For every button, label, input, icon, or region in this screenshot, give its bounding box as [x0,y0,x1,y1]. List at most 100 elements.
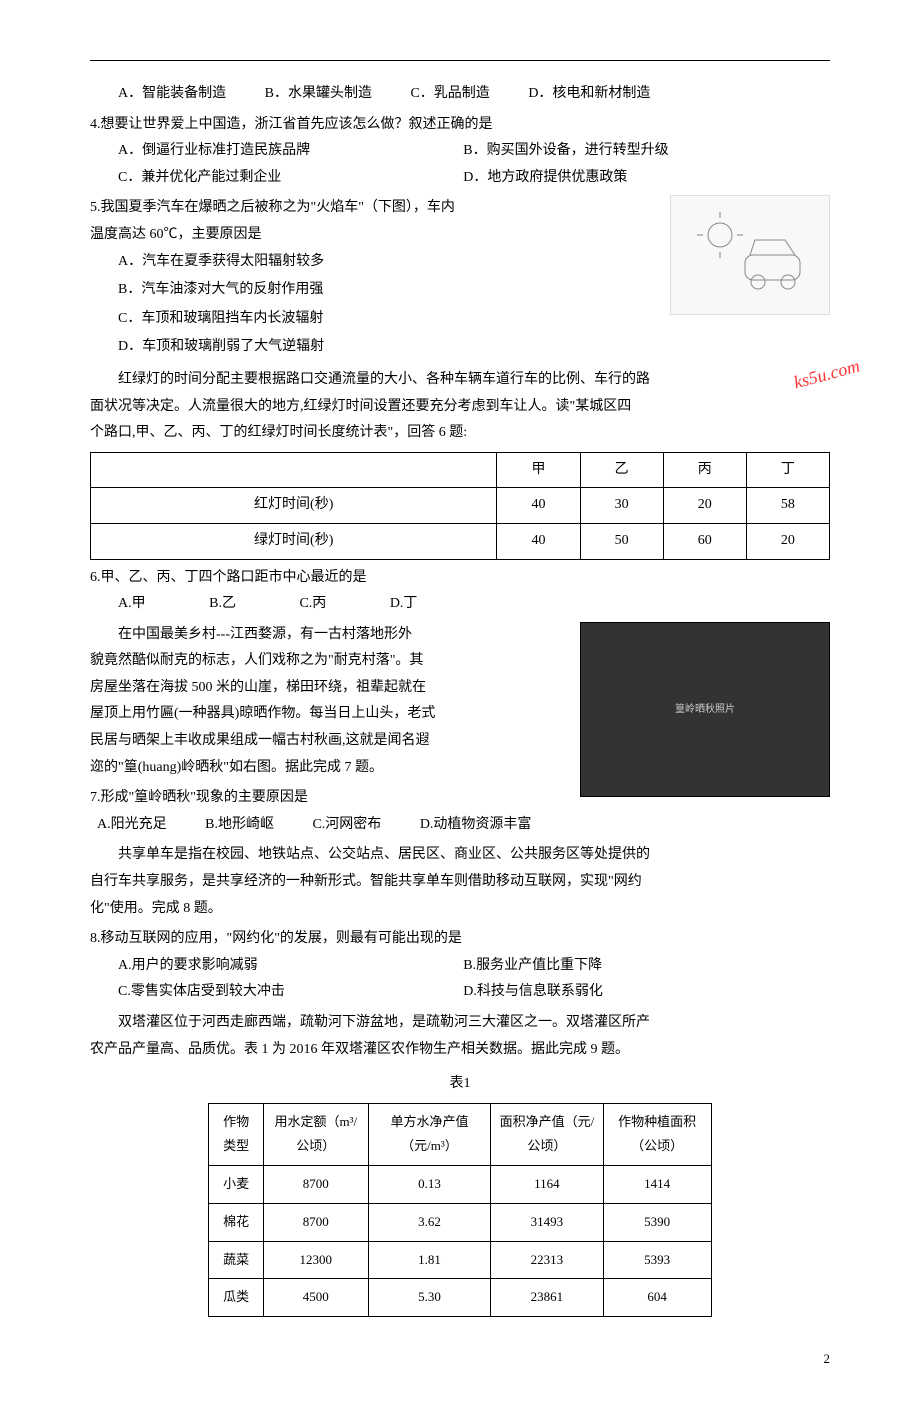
cell: 23861 [491,1279,604,1317]
cell: 40 [497,488,580,524]
table-row: 棉花 8700 3.62 31493 5390 [209,1203,711,1241]
traffic-l2: 面状况等决定。人流量很大的地方,红绿灯时间设置还要充分考虑到车让人。读"某城区四 [90,394,830,421]
irrig-passage: 双塔灌区位于河西走廊西端，疏勒河下游盆地，是疏勒河三大灌区之一。双塔灌区所产 农… [90,1010,830,1063]
cell: 1164 [491,1166,604,1204]
q8-a: A.用户的要求影响减弱 [118,953,460,980]
q5: 5.我国夏季汽车在爆晒之后被称之为"火焰车"（下图），车内 温度高达 60℃，主… [90,195,830,363]
q4-d: D．地方政府提供优惠政策 [463,165,805,192]
cell: 1.81 [368,1241,490,1279]
cell: 瓜类 [209,1279,263,1317]
q6: 6.甲、乙、丙、丁四个路口距市中心最近的是 A.甲 B.乙 C.丙 D.丁 [90,565,830,618]
table-row: 小麦 8700 0.13 1164 1414 [209,1166,711,1204]
q4-stem: 4.想要让世界爱上中国造，浙江省首先应该怎么做？叙述正确的是 [90,112,830,139]
q4-a: A．倒逼行业标准打造民族品牌 [118,138,460,165]
q4-options: A．倒逼行业标准打造民族品牌 B．购买国外设备，进行转型升级 [90,138,830,165]
cell: 50 [580,523,663,559]
q8-options: A.用户的要求影响减弱 B.服务业产值比重下降 [90,953,830,980]
q6-c: C.丙 [299,591,326,618]
q6-a: A.甲 [118,591,146,618]
q8-d: D.科技与信息联系弱化 [463,979,805,1006]
th-unit: 单方水净产值（元/m³） [368,1103,490,1165]
cell: 22313 [491,1241,604,1279]
bike-l2: 自行车共享服务，是共享经济的一种新形式。智能共享单车则借助移动互联网，实现"网约 [90,869,830,896]
cell: 棉花 [209,1203,263,1241]
th-ding: 丁 [746,452,829,488]
th-blank [91,452,497,488]
th-water: 用水定额（m³/公顷） [263,1103,368,1165]
red-label: 红灯时间(秒) [91,488,497,524]
cell: 60 [663,523,746,559]
crops-caption: 表1 [90,1071,830,1098]
q7-a: A.阳光充足 [97,812,167,839]
cell: 5.30 [368,1279,490,1317]
cell: 20 [663,488,746,524]
bike-l1: 共享单车是指在校园、地铁站点、公交站点、居民区、商业区、公共服务区等处提供的 [90,842,830,869]
cell: 蔬菜 [209,1241,263,1279]
q4-b: B．购买国外设备，进行转型升级 [463,138,805,165]
q6-b: B.乙 [209,591,236,618]
cell: 58 [746,488,829,524]
q4-options2: C．兼并优化产能过剩企业 D．地方政府提供优惠政策 [90,165,830,192]
crops-table: 作物类型 用水定额（m³/公顷） 单方水净产值（元/m³） 面积净产值（元/公顷… [208,1103,711,1317]
q5-d: D．车顶和玻璃削弱了大气逆辐射 [118,334,830,361]
th-area: 作物种植面积（公顷） [603,1103,711,1165]
traffic-l1: 红绿灯的时间分配主要根据路口交通流量的大小、各种车辆车道行车的比例、车行的路 [90,367,830,394]
q7-d: D.动植物资源丰富 [420,812,532,839]
opt-b: B．水果罐头制造 [265,81,372,108]
q6-d: D.丁 [390,591,418,618]
bike-l3: 化"使用。完成 8 题。 [90,896,830,923]
cell: 5390 [603,1203,711,1241]
th-bing: 丙 [663,452,746,488]
table-row: 绿灯时间(秒) 40 50 60 20 [91,523,830,559]
car-illustration [670,195,830,315]
cell: 8700 [263,1166,368,1204]
q8-options2: C.零售实体店受到较大冲击 D.科技与信息联系弱化 [90,979,830,1006]
table-row-header: 甲 乙 丙 丁 [91,452,830,488]
cell: 5393 [603,1241,711,1279]
q4-c: C．兼并优化产能过剩企业 [118,165,460,192]
table-row: 蔬菜 12300 1.81 22313 5393 [209,1241,711,1279]
opt-a: A．智能装备制造 [118,81,226,108]
q8-b: B.服务业产值比重下降 [463,953,805,980]
q6-stem: 6.甲、乙、丙、丁四个路口距市中心最近的是 [90,565,830,592]
bike-passage: 共享单车是指在校园、地铁站点、公交站点、居民区、商业区、公共服务区等处提供的 自… [90,842,830,922]
th-area-val: 面积净产值（元/公顷） [491,1103,604,1165]
cell: 小麦 [209,1166,263,1204]
q7-options: A.阳光充足 B.地形崎岖 C.河网密布 D.动植物资源丰富 [90,812,830,839]
cell: 0.13 [368,1166,490,1204]
irrig-l2: 农产品产量高、品质优。表 1 为 2016 年双塔灌区农作物生产相关数据。据此完… [90,1037,830,1064]
th-crop: 作物类型 [209,1103,263,1165]
green-label: 绿灯时间(秒) [91,523,497,559]
nike-passage: 篁岭晒秋照片 在中国最美乡村---江西婺源，有一古村落地形外 貌竟然酷似耐克的标… [90,622,830,782]
table-row-header: 作物类型 用水定额（m³/公顷） 单方水净产值（元/m³） 面积净产值（元/公顷… [209,1103,711,1165]
cell: 604 [603,1279,711,1317]
q7-c: C.河网密布 [312,812,381,839]
header-rule [90,60,830,61]
cell: 3.62 [368,1203,490,1241]
irrig-l1: 双塔灌区位于河西走廊西端，疏勒河下游盆地，是疏勒河三大灌区之一。双塔灌区所产 [90,1010,830,1037]
cell: 20 [746,523,829,559]
cell: 40 [497,523,580,559]
table-row: 瓜类 4500 5.30 23861 604 [209,1279,711,1317]
traffic-l3: 个路口,甲、乙、丙、丁的红绿灯时间长度统计表"，回答 6 题: [90,420,830,447]
q8: 8.移动互联网的应用，"网约化"的发展，则最有可能出现的是 A.用户的要求影响减… [90,926,830,1006]
opt-c: C．乳品制造 [410,81,489,108]
table-row: 红灯时间(秒) 40 30 20 58 [91,488,830,524]
q6-options: A.甲 B.乙 C.丙 D.丁 [90,591,830,618]
q8-c: C.零售实体店受到较大冲击 [118,979,460,1006]
traffic-table: 甲 乙 丙 丁 红灯时间(秒) 40 30 20 58 绿灯时间(秒) 40 5… [90,452,830,560]
cell: 31493 [491,1203,604,1241]
village-photo: 篁岭晒秋照片 [580,622,830,797]
cell: 12300 [263,1241,368,1279]
q7-b: B.地形崎岖 [205,812,274,839]
q8-stem: 8.移动互联网的应用，"网约化"的发展，则最有可能出现的是 [90,926,830,953]
car-sun-svg [690,210,810,300]
photo-alt: 篁岭晒秋照片 [675,700,735,719]
cell: 1414 [603,1166,711,1204]
cell: 4500 [263,1279,368,1317]
traffic-passage: ks5u.com 红绿灯的时间分配主要根据路口交通流量的大小、各种车辆车道行车的… [90,367,830,447]
th-yi: 乙 [580,452,663,488]
opt-d: D．核电和新材制造 [528,81,650,108]
th-jia: 甲 [497,452,580,488]
page-number: 2 [90,1347,830,1372]
